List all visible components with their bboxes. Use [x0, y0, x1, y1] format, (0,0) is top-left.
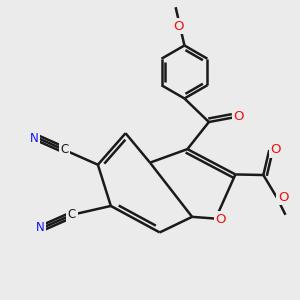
- Text: O: O: [173, 20, 184, 33]
- Text: O: O: [278, 190, 288, 204]
- Text: N: N: [30, 132, 39, 145]
- Text: O: O: [234, 110, 244, 123]
- Text: O: O: [216, 213, 226, 226]
- Text: N: N: [36, 220, 45, 234]
- Text: C: C: [68, 208, 76, 221]
- Text: O: O: [271, 143, 281, 157]
- Text: C: C: [61, 143, 69, 157]
